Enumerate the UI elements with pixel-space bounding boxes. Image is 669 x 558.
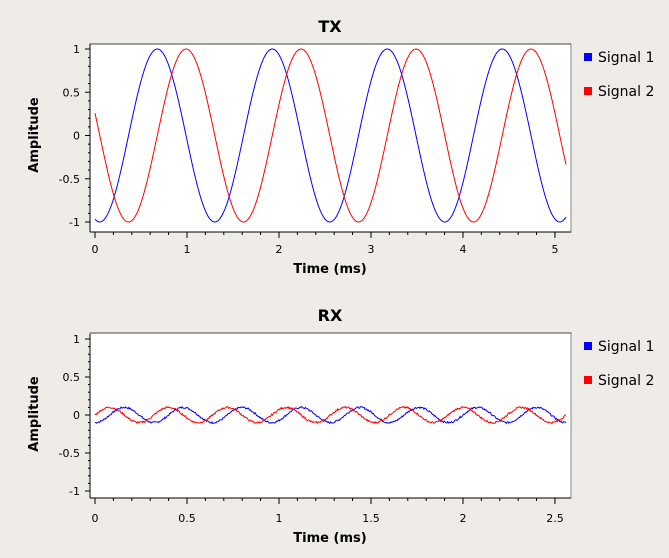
tx-ylabel: Amplitude [27,97,42,173]
rx-legend-swatch-2 [584,376,592,384]
tx-xtick-label: 4 [459,243,466,256]
tx-xtick-label: 5 [551,243,558,256]
rx-xtick-label: 0 [92,512,99,525]
tx-ytick-label: -1 [69,216,80,229]
rx-legend-label-1: Signal 1 [598,339,654,355]
rx-legend-label-2: Signal 2 [598,373,654,389]
rx-ytick-label: 1 [73,333,80,346]
rx-xlabel: Time (ms) [293,531,366,546]
tx-panel: TX 1 0.5 0 -0.5 -1 0 1 2 3 4 5 Time (ms) Amplitude… [27,17,654,277]
tx-xtick-label: 2 [275,243,282,256]
tx-series-2-line [94,48,567,223]
rx-xtick-label: 1 [275,512,282,525]
tx-xtick-label: 3 [367,243,374,256]
rx-legend-swatch-1 [584,342,592,350]
rx-xtick-label: 2.5 [546,512,564,525]
rx-series-1-line [94,405,567,425]
rx-ytick-label: 0 [73,409,80,422]
rx-panel: RX 1 0.5 0 -0.5 -1 0 0.5 1 1.5 2 2.5 Time (ms) Amp… [27,306,654,546]
tx-xtick-label: 1 [183,243,190,256]
rx-ylabel: Amplitude [27,376,42,452]
tx-legend-label-2: Signal 2 [598,84,654,100]
tx-title: TX [318,17,342,36]
rx-xtick-label: 0.5 [178,512,196,525]
rx-title: RX [318,306,343,325]
rx-plot-area[interactable] [89,332,572,499]
tx-legend-swatch-2 [584,87,592,95]
rx-ytick-label: -0.5 [59,447,80,460]
rx-ytick-label: -1 [69,485,80,498]
tx-ytick-label: 1 [73,43,80,56]
tx-series-1-line [94,48,567,223]
rx-xtick-label: 1.5 [362,512,380,525]
rx-xtick-label: 2 [459,512,466,525]
rx-series-2-line [94,405,567,425]
tx-ytick-label: 0 [73,130,80,143]
tx-legend-swatch-1 [584,53,592,61]
tx-ytick-label: -0.5 [59,173,80,186]
rx-ytick-label: 0.5 [63,371,81,384]
tx-xlabel: Time (ms) [293,262,366,277]
tx-xtick-label: 0 [92,243,99,256]
tx-ytick-label: 0.5 [63,86,81,99]
tx-legend-label-1: Signal 1 [598,50,654,66]
